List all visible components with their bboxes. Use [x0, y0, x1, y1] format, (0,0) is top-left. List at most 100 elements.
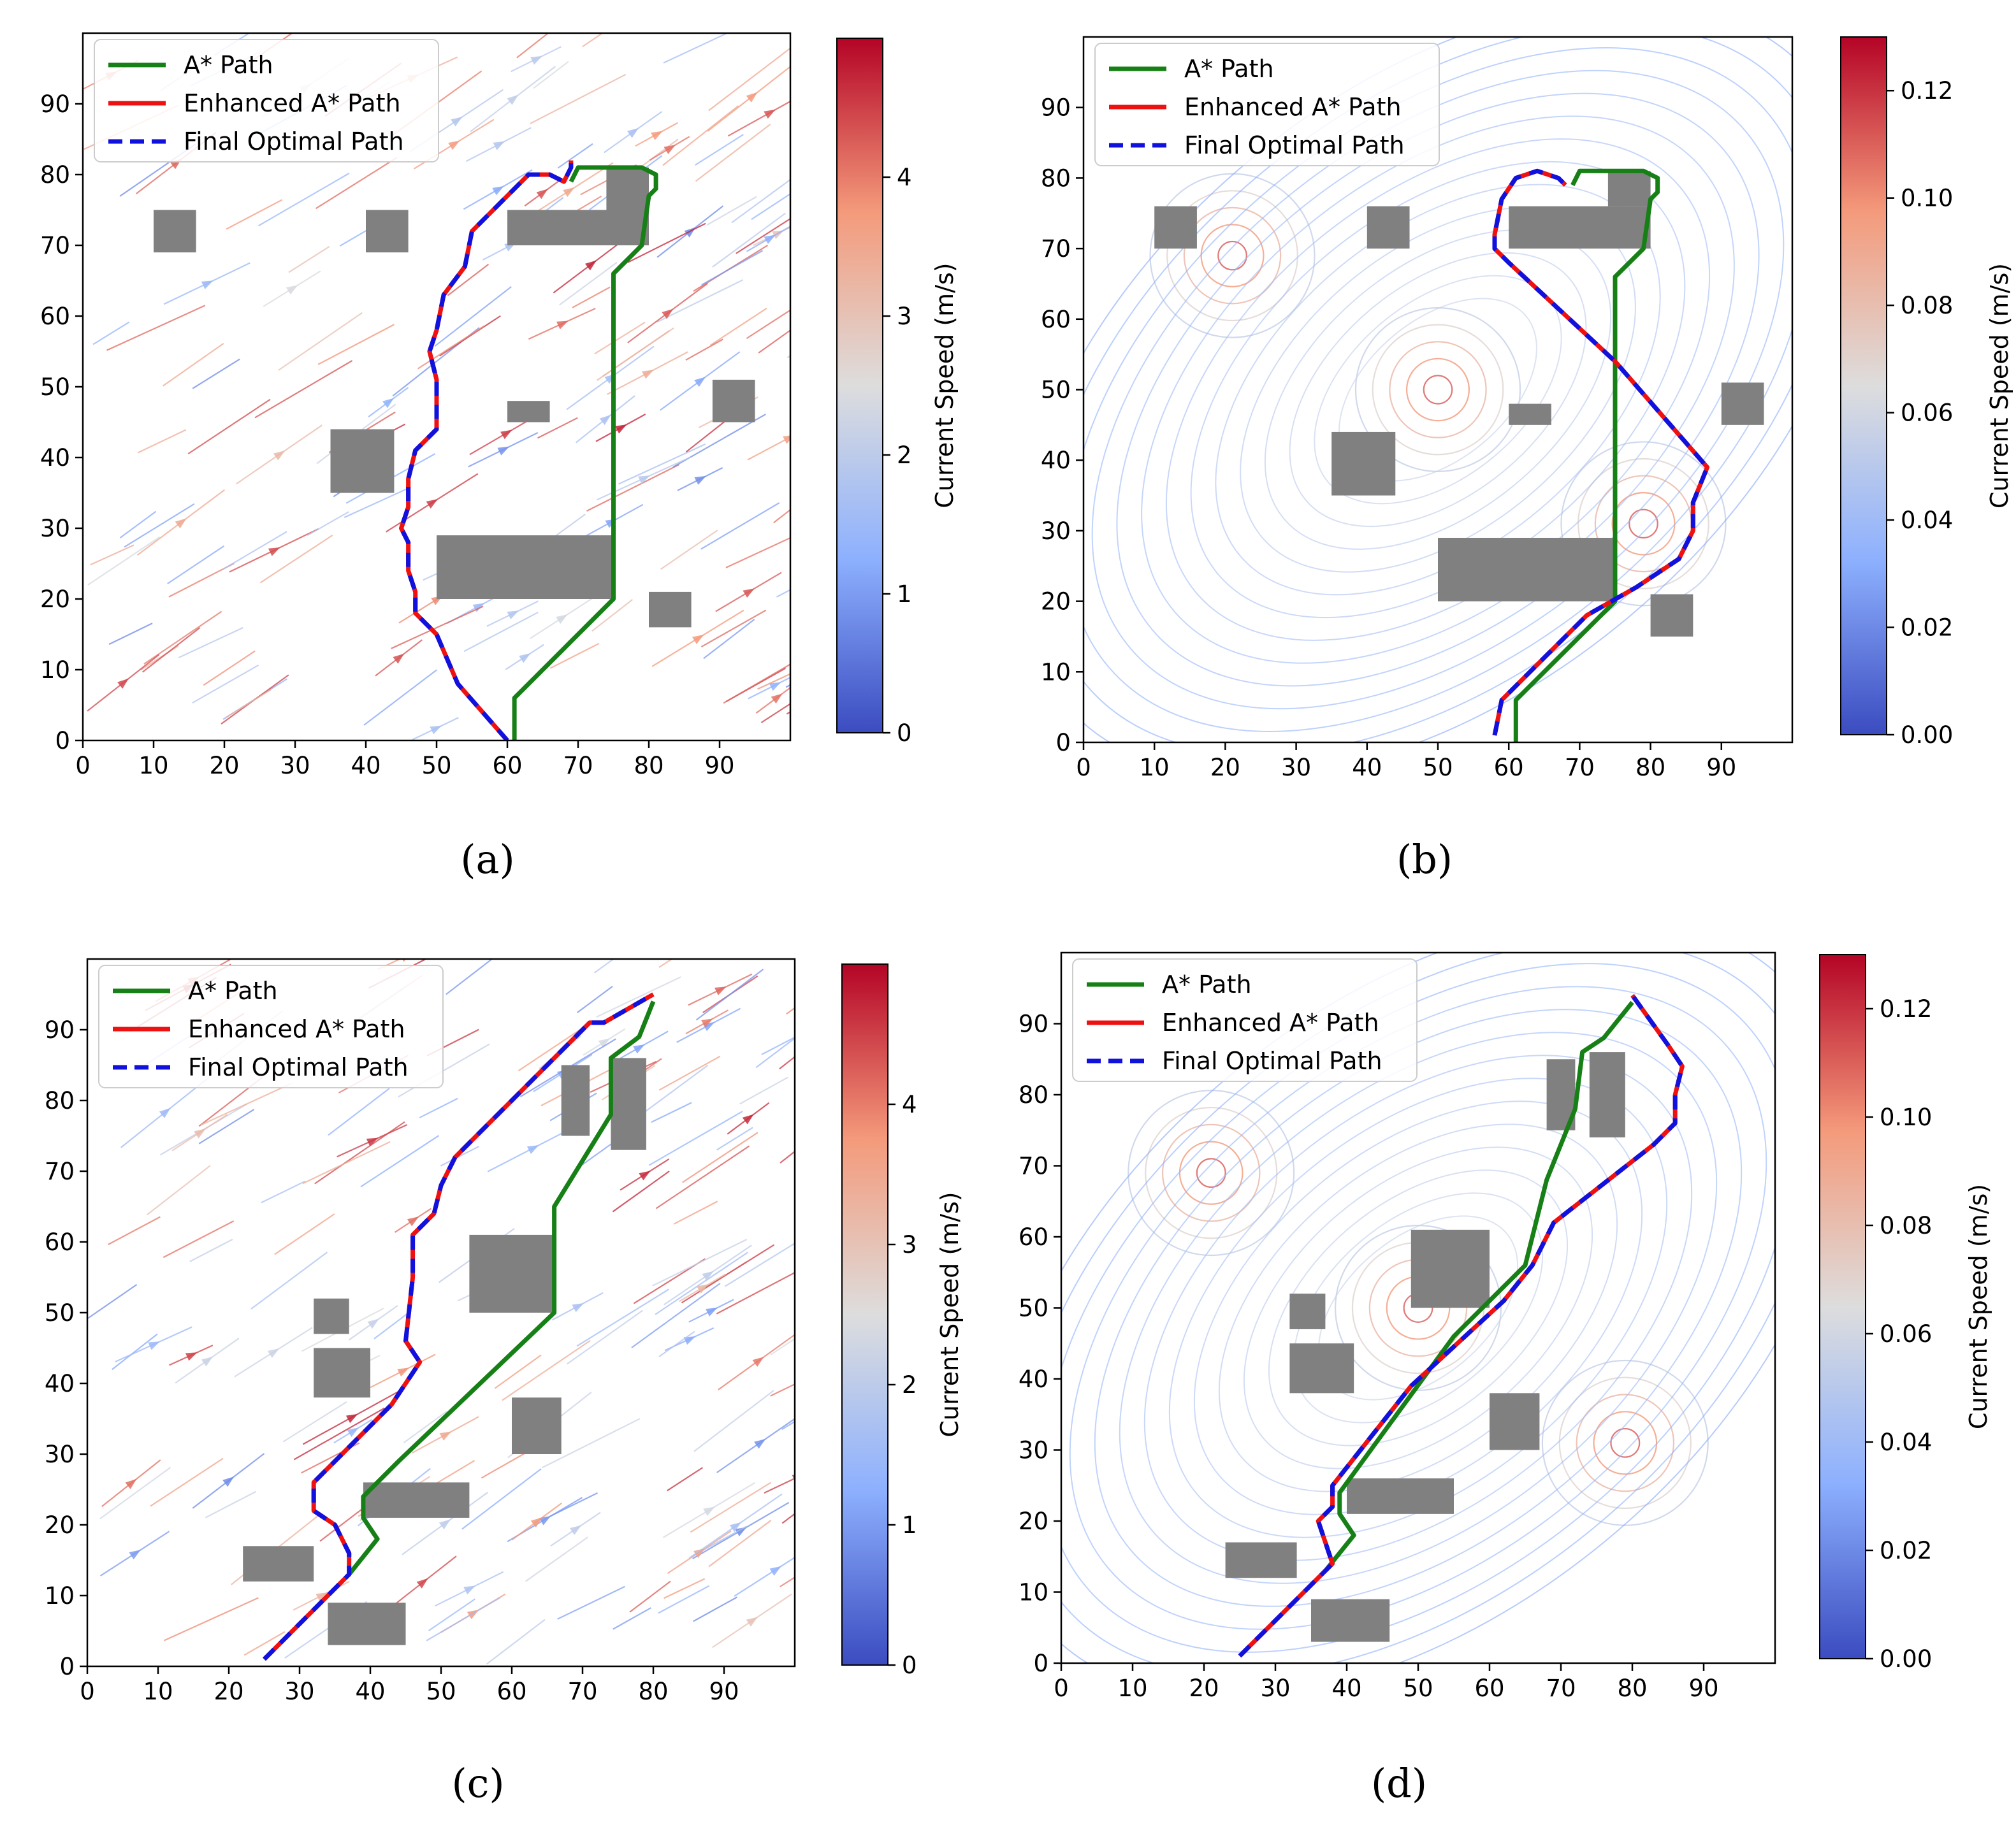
streamline — [417, 325, 484, 370]
x-tick-label: 90 — [1688, 1675, 1718, 1702]
streamline — [254, 359, 353, 419]
streamline — [703, 619, 755, 660]
streamline — [243, 1631, 286, 1656]
vortex-ring — [1149, 173, 1316, 338]
obstacle — [1721, 382, 1764, 425]
vortex-ring — [1183, 206, 1282, 305]
streamline — [770, 1383, 795, 1397]
streamline — [690, 1482, 772, 1533]
obstacle — [507, 210, 649, 245]
flow-arrow — [639, 1171, 651, 1181]
streamline — [530, 73, 627, 124]
flow-arrow — [345, 1413, 358, 1424]
x-tick-label: 10 — [138, 752, 168, 779]
y-tick-label: 10 — [45, 1582, 75, 1610]
streamline — [787, 355, 790, 359]
streamline — [328, 1088, 390, 1136]
streamline — [681, 1244, 775, 1304]
flow-arrow — [526, 1145, 539, 1155]
streamline — [440, 1146, 479, 1167]
streamline — [537, 417, 578, 439]
obstacle — [1410, 1229, 1490, 1308]
streamline — [618, 443, 706, 485]
flow-arrow — [507, 94, 519, 105]
series-a-path — [512, 165, 658, 740]
colorbar-tick-label: 0.00 — [1880, 1645, 1932, 1673]
x-tick-label: 40 — [351, 752, 381, 779]
flow-arrow — [463, 1585, 475, 1595]
streamline — [282, 1401, 347, 1443]
legend-label: A* Path — [184, 51, 273, 79]
streamline — [549, 642, 600, 669]
streamline — [786, 1007, 795, 1015]
colorbar-label: Current Speed (m/s) — [936, 1192, 964, 1437]
streamline — [314, 1121, 405, 1185]
x-tick-label: 0 — [80, 1678, 95, 1705]
streamline — [758, 329, 790, 354]
streamline — [447, 263, 489, 296]
streamline — [576, 985, 613, 1014]
flow-arrow — [497, 446, 510, 456]
colorbar: 0.00 0.02 0.04 0.06 0.08 0.10 0.12 Current Spee… — [1819, 954, 1992, 1673]
colorbar-label: Current Speed (m/s) — [1985, 263, 2013, 508]
vortex-ring — [1389, 341, 1487, 438]
streamline — [87, 536, 161, 586]
legend-label: Final Optimal Path — [184, 127, 404, 155]
legend-box — [98, 965, 444, 1088]
streamline — [739, 1076, 788, 1105]
series-final-optimal-path — [1492, 168, 1710, 736]
flow-arrow — [811, 987, 823, 997]
flow-arrow — [694, 377, 706, 387]
streamline — [278, 312, 363, 371]
flow-arrow — [694, 475, 707, 485]
x-tick-label: 10 — [1117, 1675, 1147, 1702]
streamline — [192, 664, 259, 704]
legend: A* Path Enhanced A* Path Final Optimal Pat… — [98, 965, 444, 1088]
y-tick-label: 20 — [1041, 588, 1071, 616]
streamline — [780, 1576, 795, 1587]
streamline — [596, 976, 681, 1018]
flow-arrow — [662, 308, 674, 319]
flow-arrow — [536, 189, 548, 199]
x-tick-label: 0 — [1054, 1675, 1069, 1702]
streamline — [700, 609, 767, 647]
colorbar-label: Current Speed (m/s) — [931, 263, 959, 508]
streamline — [391, 605, 484, 649]
streamline — [682, 1132, 758, 1183]
flow-arrow — [129, 1550, 141, 1560]
colorbar: 0 1 2 3 4 Current Speed (m/s) — [841, 963, 964, 1679]
streamline — [178, 626, 243, 659]
y-tick-label: 60 — [40, 303, 70, 330]
series-final-optimal-path — [1238, 993, 1685, 1658]
series-a-path — [1513, 168, 1660, 742]
y-tick-label: 80 — [45, 1087, 75, 1114]
streamline — [613, 1607, 651, 1630]
legend-label: Enhanced A* Path — [1162, 1009, 1379, 1037]
streamline — [317, 324, 395, 365]
streamline — [664, 1578, 706, 1599]
flow-arrow — [315, 1592, 328, 1602]
x-tick-label: 70 — [1565, 754, 1595, 781]
streamline — [660, 530, 718, 570]
flow-arrow — [692, 634, 704, 644]
flow-arrow — [492, 185, 504, 196]
streamline — [656, 279, 744, 323]
streamline — [315, 157, 398, 210]
x-tick-label: 70 — [567, 1678, 597, 1705]
streamline — [576, 1288, 670, 1347]
legend-label: Final Optimal Path — [1184, 131, 1405, 159]
streamline — [597, 330, 670, 381]
series-final-optimal-path — [263, 992, 655, 1661]
streamline — [222, 531, 287, 570]
flow-arrow — [451, 117, 463, 127]
streamline — [712, 212, 786, 268]
streamline — [770, 1338, 795, 1356]
y-tick-label: 80 — [40, 161, 70, 189]
streamline — [163, 1220, 235, 1259]
streamline — [781, 1513, 795, 1524]
y-tick-label: 50 — [1019, 1295, 1048, 1322]
legend: A* Path Enhanced A* Path Final Optimal Pat… — [1072, 958, 1418, 1082]
x-tick-label: 50 — [1403, 1675, 1433, 1702]
colorbar: 0.00 0.02 0.04 0.06 0.08 0.10 0.12 Current Spee… — [1840, 36, 2013, 749]
